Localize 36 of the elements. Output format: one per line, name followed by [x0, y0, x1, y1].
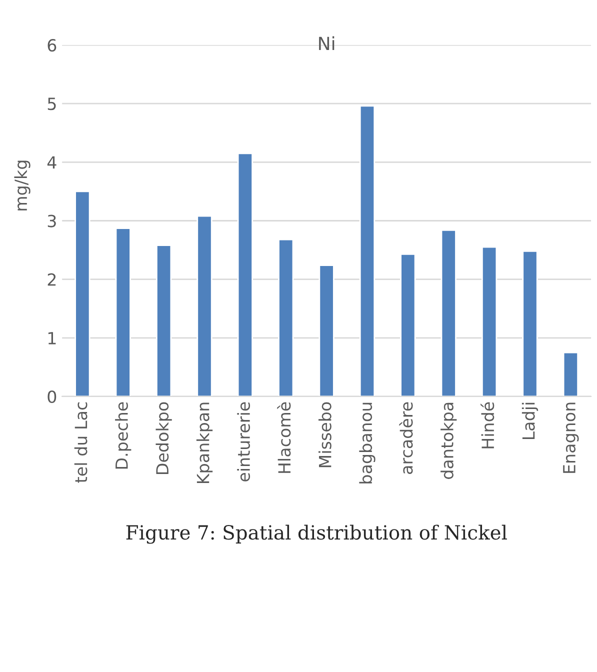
x-tick-label: dantokpa: [440, 402, 457, 479]
y-tick-label: 4: [47, 156, 56, 169]
caption: Figure 7: Spatial distribution of Nickel: [126, 524, 507, 544]
y-tick-label: 0: [48, 390, 56, 404]
x-tick-label: einturerie: [237, 402, 250, 482]
bar: [278, 238, 294, 396]
x-tick-label: Missebo: [318, 402, 332, 468]
bar: [522, 250, 538, 396]
x-tick-label: Hindé: [480, 402, 494, 448]
bar: [400, 253, 416, 396]
y-tick-label: 3: [48, 214, 56, 228]
bar: [562, 352, 578, 396]
x-tick-label: bagbanou: [359, 402, 376, 484]
chart-title: Ni: [319, 36, 334, 50]
bar: [237, 152, 253, 396]
bar: [196, 215, 212, 396]
y-tick-label: 2: [48, 273, 56, 286]
y-tick-label: 5: [48, 98, 56, 110]
x-tick-label: Kpankpan: [196, 402, 213, 483]
bar: [74, 190, 90, 396]
bar: [115, 228, 131, 396]
y-tick-label: 6: [48, 38, 56, 52]
bar: [440, 229, 456, 396]
bar: [481, 246, 498, 396]
x-tick-label: Hlacomè: [277, 402, 291, 473]
x-tick-label: D.peche: [115, 402, 132, 469]
x-tick-label: Ladji: [522, 402, 538, 440]
x-tick-label: Enagnon: [563, 402, 579, 473]
y-tick-label: 1: [48, 332, 56, 344]
x-tick-label: Dedokpo: [156, 402, 172, 474]
bar: [359, 105, 376, 396]
x-tick-label: tel du Lac: [74, 402, 88, 483]
bar: [318, 264, 334, 396]
x-tick-label: arcadère: [399, 402, 413, 474]
bar: [156, 244, 172, 396]
y-axis-title: mg/kg: [14, 160, 30, 210]
